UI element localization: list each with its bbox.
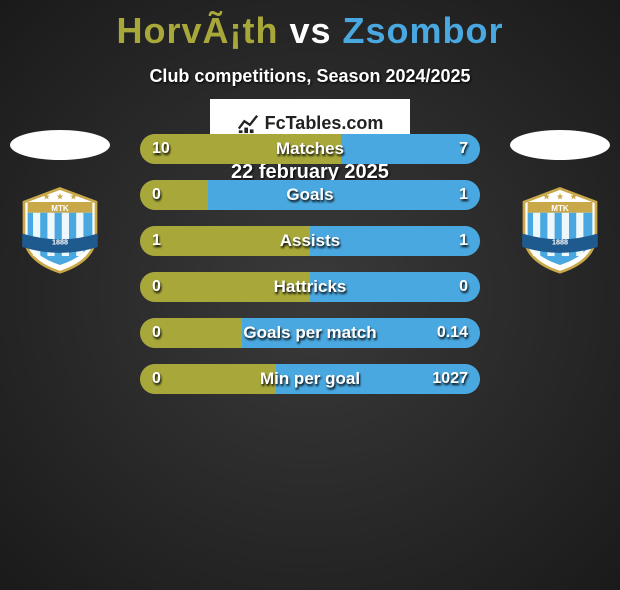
stat-row: 01027Min per goal [140,364,480,394]
player-b-portrait-placeholder [510,130,610,160]
stat-bar-left [140,134,341,164]
svg-text:1888: 1888 [552,237,568,246]
stat-bar-right [242,318,480,348]
stat-bar-left [140,272,310,302]
stat-row: 11Assists [140,226,480,256]
title-player-b: Zsombor [343,10,504,51]
subtitle: Club competitions, Season 2024/2025 [0,66,620,87]
title-vs: vs [278,10,342,51]
stat-bar-right [341,134,480,164]
svg-text:1888: 1888 [52,237,68,246]
player-a-portrait-placeholder [10,130,110,160]
svg-text:★: ★ [56,191,64,201]
player-b-side: ★★★MTK1888 [510,130,610,274]
stat-bar-right [310,272,480,302]
svg-text:MTK: MTK [51,204,69,213]
stat-bar-left [140,180,208,210]
player-a-club-shield: ★★★MTK1888 [15,184,105,274]
svg-text:★: ★ [569,191,577,201]
stat-row: 107Matches [140,134,480,164]
stat-bar-left [140,226,310,256]
stat-bar-left [140,318,242,348]
svg-text:★: ★ [69,191,77,201]
svg-text:★: ★ [556,191,564,201]
player-a-side: ★★★MTK1888 [10,130,110,274]
svg-text:MTK: MTK [551,204,569,213]
fctables-label: FcTables.com [265,113,384,134]
title-player-a: HorvÃ¡th [116,10,278,51]
player-b-club-shield: ★★★MTK1888 [515,184,605,274]
stats-bars: 107Matches 01Goals 11Assists 00Hattricks 00.… [140,134,480,410]
stat-bar-right [276,364,480,394]
stat-row: 01Goals [140,180,480,210]
stat-row: 00Hattricks [140,272,480,302]
stat-bar-left [140,364,276,394]
svg-text:★: ★ [42,191,50,201]
comparison-title: HorvÃ¡th vs Zsombor [0,10,620,52]
stat-bar-right [310,226,480,256]
stat-bar-right [208,180,480,210]
stat-row: 00.14Goals per match [140,318,480,348]
fctables-icon [237,112,259,134]
svg-text:★: ★ [542,191,550,201]
